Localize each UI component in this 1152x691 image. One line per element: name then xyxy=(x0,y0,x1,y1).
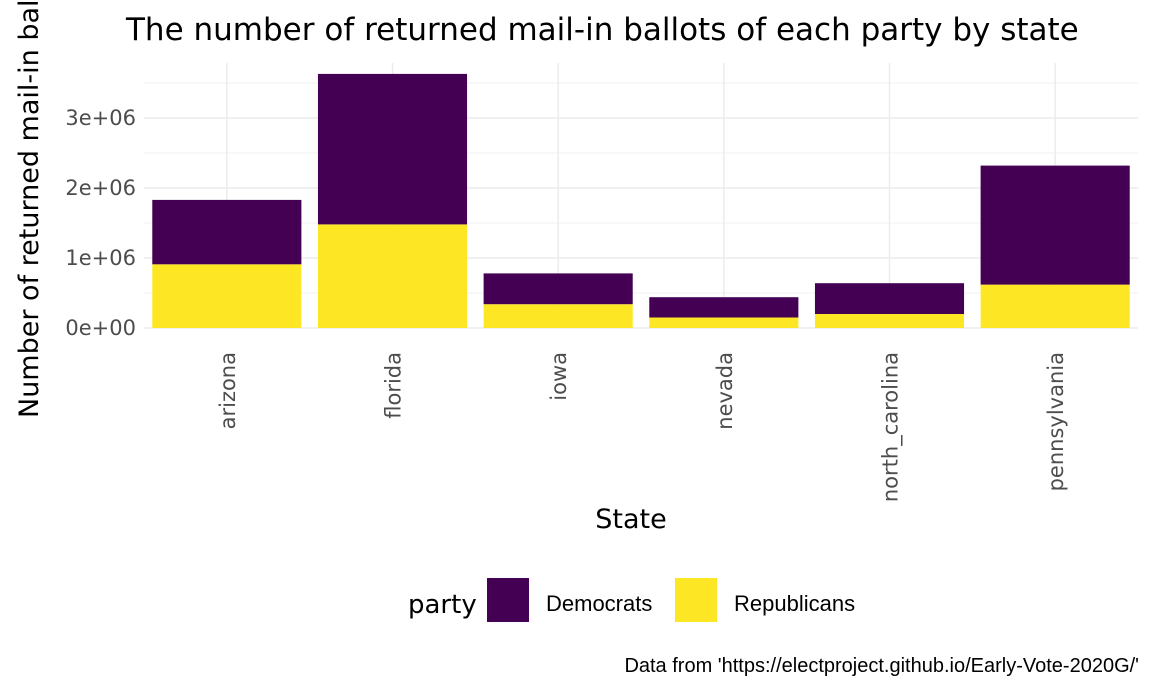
y-tick-label: 2e+06 xyxy=(65,176,136,200)
y-tick-label: 0e+00 xyxy=(65,316,136,340)
legend-swatch-republicans xyxy=(675,578,717,622)
bar-democrats-florida xyxy=(317,73,468,225)
x-tick-label: pennsylvania xyxy=(1044,352,1068,491)
x-tick-labels: arizona florida iowa nevada north_carolina pe… xyxy=(216,352,1068,502)
legend-swatch-democrats xyxy=(487,578,529,622)
y-tick-label: 1e+06 xyxy=(65,246,136,270)
bar-democrats-iowa xyxy=(483,273,633,305)
x-axis-title: State xyxy=(595,504,666,535)
y-tick-label: 3e+06 xyxy=(65,106,136,130)
bar-democrats-north_carolina xyxy=(814,283,965,314)
bar-republicans-arizona xyxy=(152,264,302,328)
x-tick-label: nevada xyxy=(713,352,737,430)
legend-label-republicans: Republicans xyxy=(734,591,855,616)
legend-label-democrats: Democrats xyxy=(546,591,652,616)
y-tick-labels: 0e+00 1e+06 2e+06 3e+06 xyxy=(65,106,136,340)
x-tick-label: arizona xyxy=(216,352,240,429)
x-tick-label: north_carolina xyxy=(879,352,904,502)
bar-republicans-nevada xyxy=(649,317,799,328)
legend: party Democrats Republicans xyxy=(408,578,855,622)
y-axis-title: Number of returned mail-in ballots xyxy=(14,0,45,418)
chart-caption: Data from 'https://electproject.github.i… xyxy=(624,655,1139,677)
x-tick-label: florida xyxy=(382,352,406,419)
bar-republicans-pennsylvania xyxy=(980,284,1130,328)
bar-democrats-nevada xyxy=(649,297,799,318)
bar-republicans-florida xyxy=(317,224,468,328)
bar-democrats-arizona xyxy=(152,199,302,265)
bar-democrats-pennsylvania xyxy=(980,165,1130,285)
chart-title: The number of returned mail-in ballots o… xyxy=(125,12,1079,48)
bar-republicans-north_carolina xyxy=(814,314,965,328)
legend-title: party xyxy=(408,590,477,620)
bar-republicans-iowa xyxy=(483,304,633,328)
x-tick-label: iowa xyxy=(547,352,571,401)
bars xyxy=(152,73,1130,328)
